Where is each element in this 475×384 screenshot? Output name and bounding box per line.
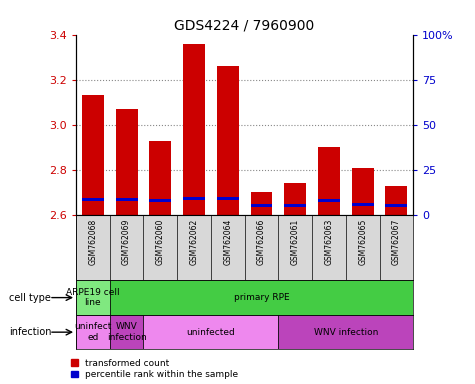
Text: uninfected: uninfected — [187, 328, 235, 337]
Bar — [385, 186, 408, 215]
Bar — [82, 96, 104, 215]
Text: GSM762066: GSM762066 — [257, 218, 266, 265]
Bar — [318, 147, 340, 215]
Text: GSM762060: GSM762060 — [156, 218, 165, 265]
Bar — [284, 184, 306, 215]
Text: ARPE19 cell
line: ARPE19 cell line — [66, 288, 120, 307]
Text: GSM762063: GSM762063 — [324, 218, 333, 265]
Text: infection: infection — [10, 327, 52, 337]
Text: cell type: cell type — [10, 293, 51, 303]
Bar — [352, 203, 374, 205]
Text: WNV
infection: WNV infection — [107, 323, 146, 342]
Bar — [143, 315, 278, 349]
Bar — [149, 199, 171, 202]
Bar — [217, 66, 239, 215]
Bar — [352, 168, 374, 215]
Bar — [250, 204, 273, 207]
Text: uninfect
ed: uninfect ed — [74, 323, 112, 342]
Bar — [250, 192, 273, 215]
Text: GSM762068: GSM762068 — [88, 218, 97, 265]
Text: GSM762064: GSM762064 — [223, 218, 232, 265]
Bar — [115, 198, 138, 201]
Bar — [82, 198, 104, 201]
Bar — [278, 315, 413, 349]
Text: GSM762061: GSM762061 — [291, 218, 300, 265]
Text: GSM762069: GSM762069 — [122, 218, 131, 265]
Text: GSM762062: GSM762062 — [190, 218, 199, 265]
Bar — [183, 44, 205, 215]
Bar — [217, 197, 239, 200]
Text: GSM762067: GSM762067 — [392, 218, 401, 265]
Title: GDS4224 / 7960900: GDS4224 / 7960900 — [174, 18, 315, 32]
Bar — [284, 204, 306, 207]
Text: primary RPE: primary RPE — [234, 293, 289, 302]
Legend: transformed count, percentile rank within the sample: transformed count, percentile rank withi… — [71, 359, 238, 379]
Text: GSM762065: GSM762065 — [358, 218, 367, 265]
Bar — [183, 197, 205, 200]
Text: WNV infection: WNV infection — [314, 328, 378, 337]
Bar — [115, 109, 138, 215]
Bar — [385, 204, 408, 207]
Bar — [149, 141, 171, 215]
Bar — [318, 199, 340, 202]
Bar — [76, 280, 110, 315]
Bar — [76, 315, 110, 349]
Bar — [110, 315, 143, 349]
